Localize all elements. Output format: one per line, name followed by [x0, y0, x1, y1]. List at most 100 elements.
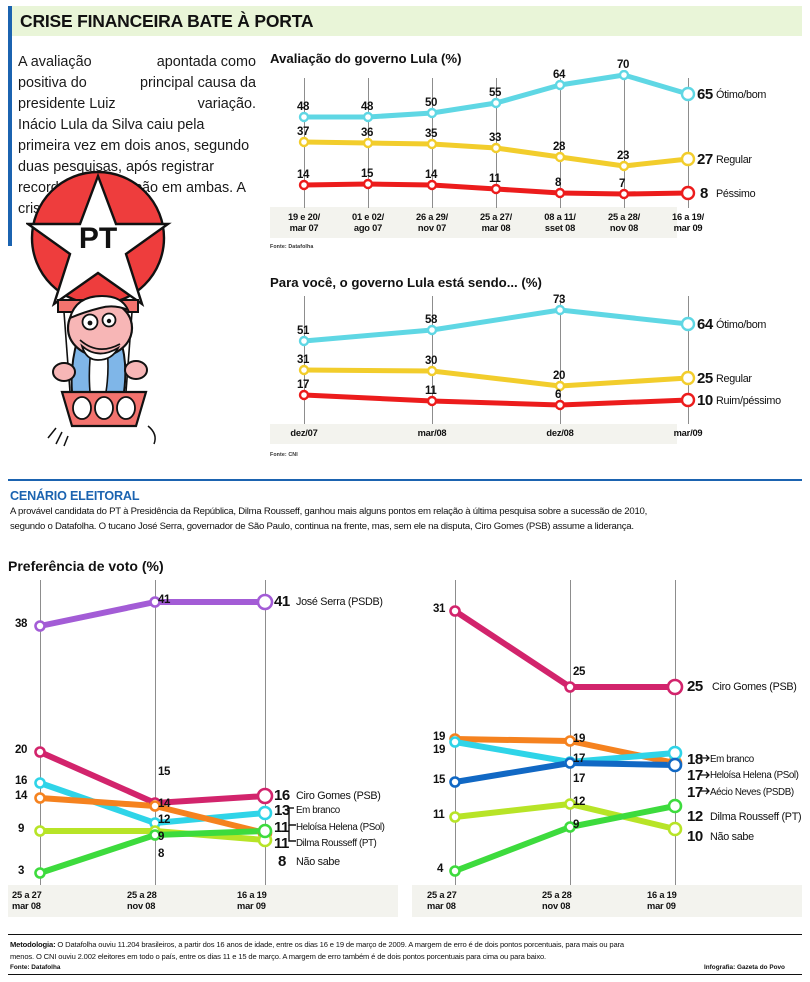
chart1-label-yellow-4: 28: [553, 141, 565, 153]
chart1-xlabel-6: 16 a 19/mar 09: [671, 212, 704, 233]
chart1-xlabel-5: 25 a 28/nov 08: [607, 212, 640, 233]
chart3-label-purple-1: 41: [158, 594, 170, 606]
chart4-xlabel-2: 16 a 19 mar 09: [647, 890, 677, 911]
chart1-endvalue-cyan: 65: [697, 86, 713, 103]
chart1-title: Avaliação do governo Lula (%): [270, 51, 462, 66]
chart2-xlabel-0: dez/07: [290, 428, 318, 438]
chart2-endlabel-red: Ruim/péssimo: [716, 395, 781, 407]
chart4-endlabel-orange: Em branco: [710, 754, 754, 765]
chart4-label-cyan-1: 17: [573, 753, 585, 765]
chart1-label-red-2: 14: [425, 169, 437, 181]
chart1-label-red-4: 8: [555, 177, 561, 189]
chart4-tick-2: [675, 580, 676, 885]
chart3-endlabel-magenta: Ciro Gomes (PSB): [296, 790, 381, 802]
chart1-tick-5: [624, 78, 625, 208]
chart4-xaxis-band: [412, 885, 802, 917]
chart2-endlabel-cyan: Ótimo/bom: [716, 319, 767, 331]
chart3-endlabel-purple: José Serra (PSDB): [296, 596, 383, 608]
pt-balloon-illustration: PT: [26, 160, 186, 460]
chart4-endlabel-green: Dilma Rousseff (PT): [710, 811, 802, 823]
chart4-tick-1: [570, 580, 571, 885]
chart1-label-yellow-3: 33: [489, 132, 501, 144]
chart4-label-orange-1: 19: [573, 733, 585, 745]
chart3-label-lime-1: 9: [158, 831, 164, 843]
chart4-label-blue-1: 17: [573, 773, 585, 785]
chart2-xlabel-1: mar/08: [417, 428, 447, 438]
chart1-endlabel-yellow: Regular: [716, 154, 752, 166]
chart3-label-green-0: 3: [18, 865, 24, 877]
chart4-endlabel-cyan: Heloísa Helena (PSol): [710, 770, 799, 781]
pt-logo-text: PT: [79, 222, 117, 255]
chart2-tick-0: [304, 296, 305, 424]
chart2-xlabel-3: mar/09: [673, 428, 703, 438]
chart2-plot: [298, 304, 696, 411]
chart2-tick-3: [688, 296, 689, 424]
chart1-xlabel-2: 26 a 29/nov 07: [415, 212, 448, 233]
chart3-xaxis-band: [8, 885, 398, 917]
chart3-label-magenta-0: 20: [15, 744, 27, 756]
chart1-label-cyan-4: 64: [553, 69, 565, 81]
chart3-label-lime-0: 9: [18, 823, 24, 835]
chart4-endvalue-magenta: 25: [687, 678, 703, 695]
chart3-endvalue-magenta: 16: [274, 787, 290, 804]
electoral-top-rule: [8, 479, 802, 481]
chart1-endvalue-yellow: 27: [697, 151, 713, 168]
chart3-xlabel-0: 25 a 27 mar 08: [12, 890, 42, 911]
chart2-endvalue-cyan: 64: [697, 316, 713, 333]
chart2-label-red-1: 11: [425, 385, 437, 397]
chart1-label-red-3: 11: [489, 173, 501, 185]
chart1-label-red-1: 15: [361, 168, 373, 180]
chart2-label-yellow-2: 20: [553, 370, 565, 382]
chart1-label-yellow-0: 37: [297, 126, 309, 138]
chart3-xlabel-1: 25 a 28 nov 08: [127, 890, 157, 911]
chart2-tick-1: [432, 296, 433, 424]
chart1-xlabel-0: 19 e 20/mar 07: [287, 212, 320, 233]
header-accent-bar: [8, 6, 12, 246]
chart1-source: Fonte: Datafolha: [270, 244, 314, 250]
electoral-section-title: CENÁRIO ELEITORAL: [10, 489, 140, 503]
chart4-label-cyan-0: 19: [433, 744, 445, 756]
chart2-label-yellow-0: 31: [297, 354, 309, 366]
chart1-xlabel-4: 08 a 11/sset 08: [544, 212, 576, 233]
chart3-endlabel-cyan: Em branco: [296, 805, 340, 816]
chart2-source: Fonte: CNI: [270, 452, 298, 458]
chart4-label-lime-0: 11: [433, 809, 445, 821]
chart3-label-purple-0: 38: [15, 618, 27, 630]
chart3-plot: [34, 593, 274, 879]
chart3-endvalue-purple: 41: [274, 593, 290, 610]
chart2-label-yellow-1: 30: [425, 355, 437, 367]
chart2-xlabel-2: dez/08: [546, 428, 574, 438]
chart4-endvalue-cyan: 17: [687, 767, 703, 784]
chart3-tick-1: [155, 580, 156, 885]
chart4-endlabel-magenta: Ciro Gomes (PSB): [712, 681, 797, 693]
chart1-endvalue-red: 8: [700, 185, 708, 202]
chart4-xlabel-0: 25 a 27 mar 08: [427, 890, 457, 911]
chart1-tick-6: [688, 78, 689, 208]
chart1-tick-4: [560, 78, 561, 208]
chart2-label-cyan-1: 58: [425, 314, 437, 326]
chart1-label-yellow-2: 35: [425, 128, 437, 140]
chart1-label-cyan-0: 48: [297, 101, 309, 113]
chart4-label-lime-1: 12: [573, 796, 585, 808]
intro-paragraph-tail: apontada como principal causa da variaçã…: [140, 54, 256, 112]
chart4-label-green-0: 4: [437, 863, 443, 875]
chart4-endvalue-lime: 10: [687, 828, 703, 845]
chart2-label-cyan-0: 51: [297, 325, 309, 337]
chart1-label-cyan-2: 50: [425, 97, 437, 109]
chart3-title: Preferência de voto (%): [8, 558, 164, 574]
footer-top-rule: [8, 934, 802, 936]
chart3-label-cyan-0: 16: [15, 775, 27, 787]
chart2-label-cyan-2: 73: [553, 294, 565, 306]
chart1-endlabel-red: Péssimo: [716, 188, 756, 200]
electoral-body-line2: segundo o Datafolha. O tucano José Serra…: [10, 520, 634, 532]
chart1-endlabel-cyan: Ótimo/bom: [716, 89, 767, 101]
chart3-endvalue-orange: 11: [274, 819, 289, 836]
chart3-label-cyan-1: 12: [158, 814, 170, 826]
chart3-xlabel-2: 16 a 19 mar 09: [237, 890, 267, 911]
chart3-tick-2: [265, 580, 266, 885]
chart3-leader-lines: [288, 807, 296, 842]
chart3-label-magenta-1: 15: [158, 766, 170, 778]
electoral-body-line1: A provável candidata do PT à Presidência…: [10, 506, 648, 517]
chart1-label-red-5: 7: [619, 178, 625, 190]
